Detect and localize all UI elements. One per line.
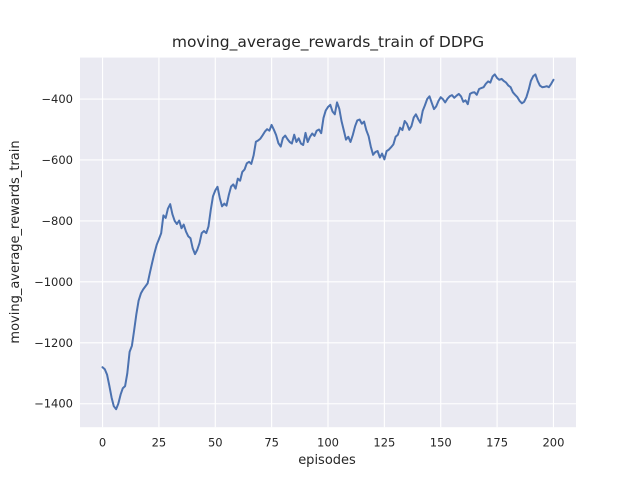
- x-tick-label: 125: [373, 436, 395, 450]
- x-tick-label: 100: [317, 436, 339, 450]
- x-tick-label: 150: [430, 436, 452, 450]
- x-axis-label: episodes: [298, 453, 356, 468]
- x-tick-label: 75: [264, 436, 279, 450]
- series-line: [101, 73, 555, 411]
- y-tick-label: −1400: [34, 397, 73, 411]
- y-tick-label: −800: [41, 214, 73, 228]
- chart-title: moving_average_rewards_train of DDPG: [172, 33, 484, 52]
- x-tick-label: 50: [208, 436, 223, 450]
- y-tick-label: −1200: [34, 336, 73, 350]
- y-tick-label: −400: [41, 92, 73, 106]
- x-tick-label: 25: [152, 436, 167, 450]
- y-tick-label: −1000: [34, 275, 73, 289]
- x-tick-label: 200: [542, 436, 564, 450]
- plot-area: 0 25 50 75 100 125 150 175 200 −400 −600 −800 −1000 −…: [34, 57, 576, 450]
- x-tick-label: 175: [486, 436, 508, 450]
- y-tick-label: −600: [41, 153, 73, 167]
- x-tick-label: 0: [99, 436, 106, 450]
- y-axis-label: moving_average_rewards_train: [8, 140, 23, 343]
